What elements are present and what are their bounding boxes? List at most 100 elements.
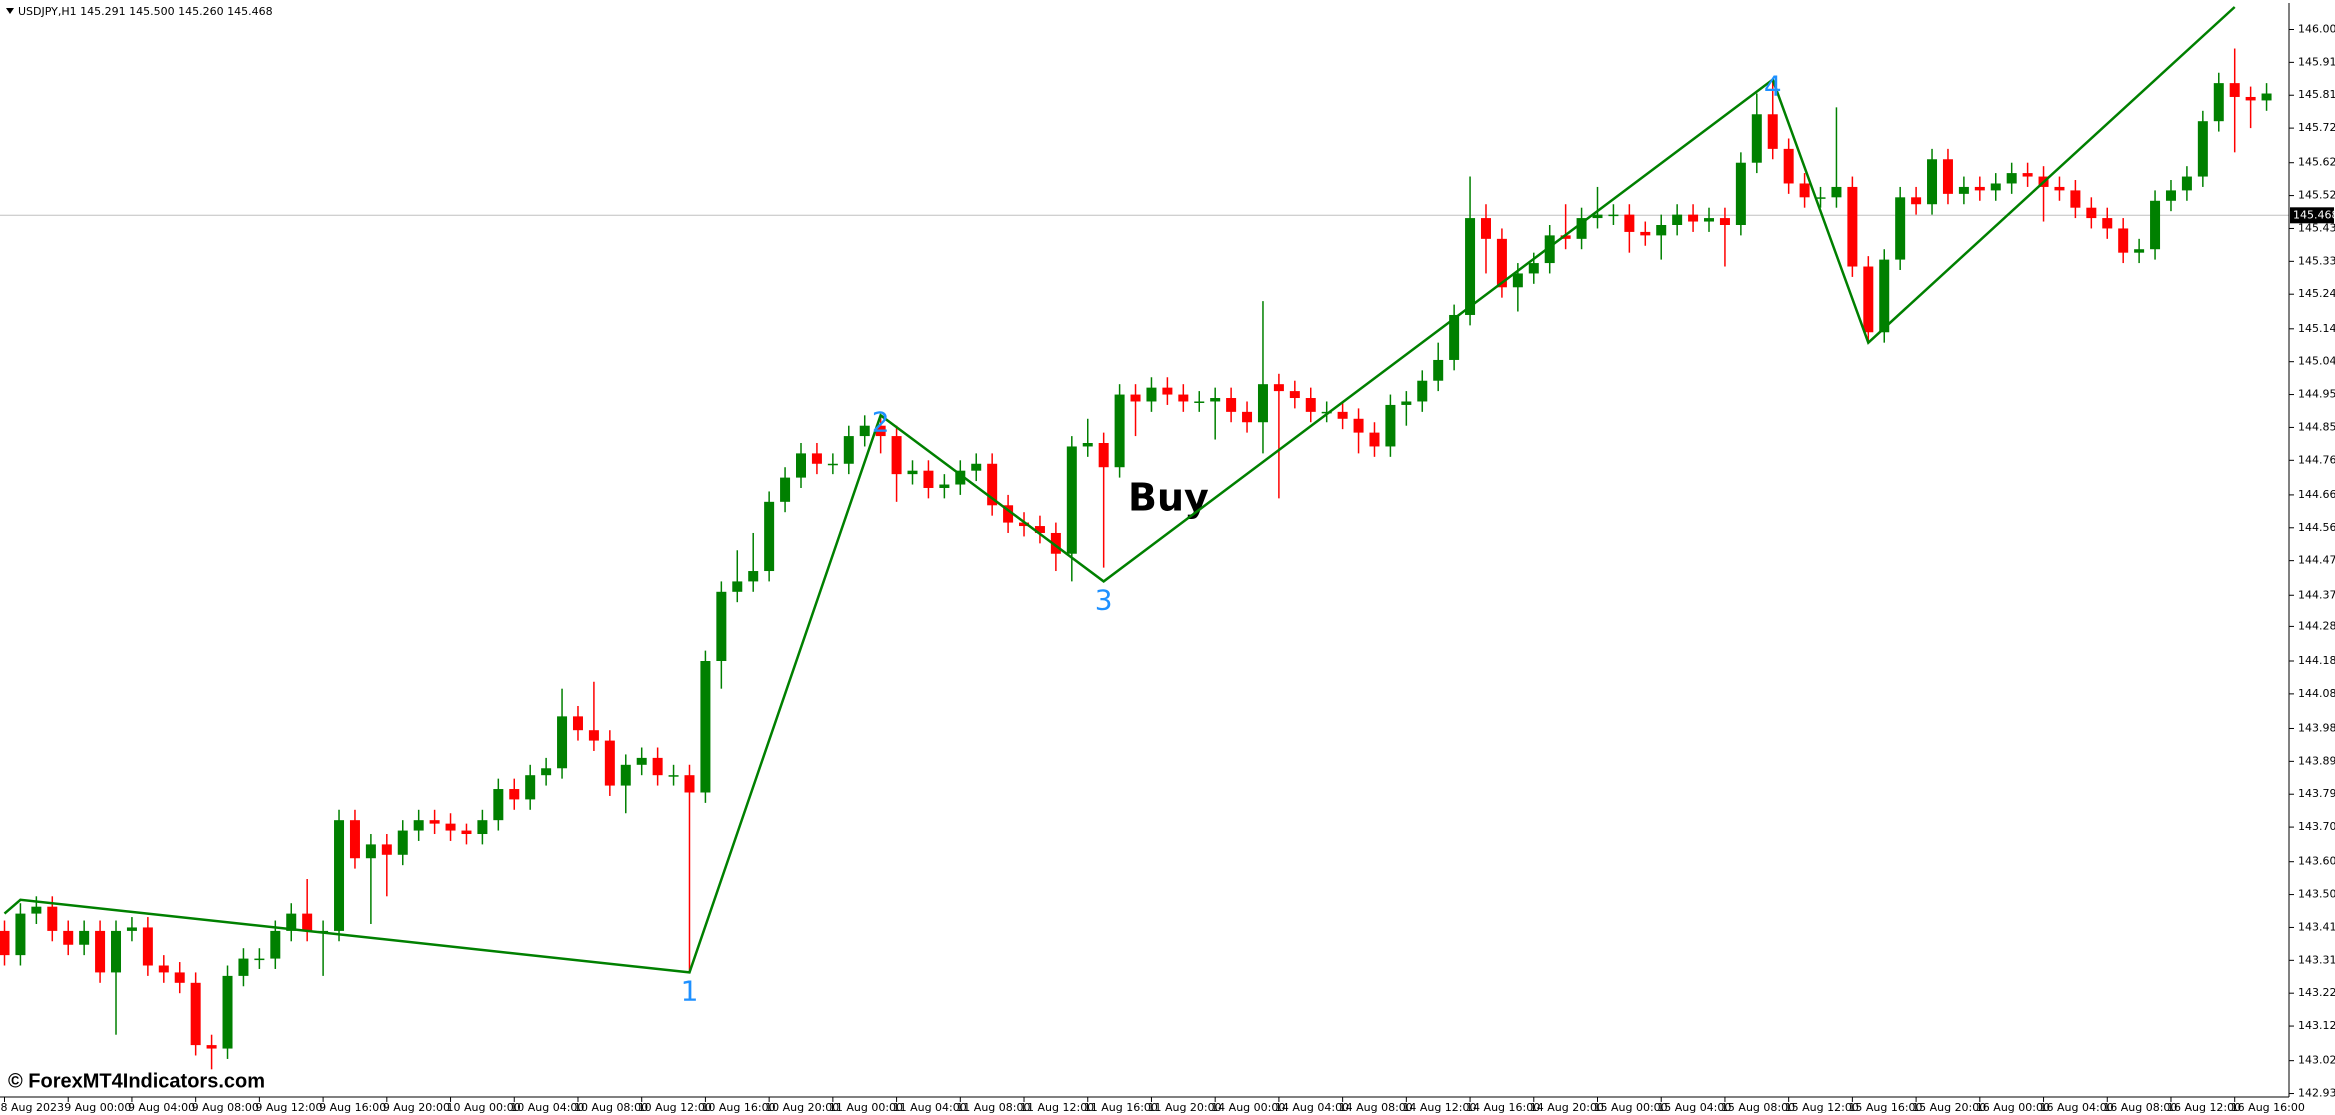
x-tick-label: 11 Aug 08:00	[956, 1101, 1030, 1114]
y-tick-label: 145.240	[2298, 287, 2335, 300]
y-tick-label: 145.525	[2298, 189, 2335, 202]
y-tick-label: 145.140	[2298, 322, 2335, 335]
x-tick-label: 15 Aug 00:00	[1594, 1101, 1668, 1114]
candle-body	[1704, 218, 1715, 222]
candle-body	[1433, 359, 1444, 381]
candle-body	[158, 965, 169, 973]
x-tick-label: 14 Aug 04:00	[1275, 1101, 1349, 1114]
candle-body	[859, 425, 870, 437]
candle-body	[334, 820, 345, 931]
x-tick-label: 11 Aug 16:00	[1084, 1101, 1158, 1114]
y-tick-label: 143.220	[2298, 986, 2335, 999]
x-tick-label: 9 Aug 16:00	[319, 1101, 386, 1114]
candle-body	[206, 1045, 217, 1049]
candle-body	[1544, 235, 1555, 264]
candle-body	[1958, 186, 1969, 194]
y-tick-label: 143.025	[2298, 1054, 2335, 1067]
candle-body	[270, 930, 281, 959]
candle-body	[1831, 186, 1842, 198]
candle-body	[63, 930, 74, 945]
x-tick-label: 16 Aug 16:00	[2231, 1101, 2305, 1114]
candle-body	[1114, 394, 1125, 468]
candle-body	[1210, 398, 1221, 402]
x-tick-label: 14 Aug 12:00	[1402, 1101, 1476, 1114]
candle-body	[636, 757, 647, 765]
candle-body	[2165, 190, 2176, 201]
chart-header: USDJPY,H1 145.291 145.500 145.260 145.46…	[18, 5, 273, 18]
pivot-label: 3	[1095, 583, 1113, 616]
candle-body	[811, 453, 822, 464]
candle-body	[1385, 404, 1396, 447]
candle-body	[2102, 218, 2113, 229]
menu-arrow	[6, 8, 14, 14]
candle-body	[700, 661, 711, 793]
candle-body	[1974, 186, 1985, 191]
y-tick-label: 145.620	[2298, 156, 2335, 169]
candle-body	[1401, 401, 1412, 405]
candle-body	[493, 789, 504, 821]
candle-body	[1799, 183, 1810, 198]
x-tick-label: 15 Aug 20:00	[1912, 1101, 1986, 1114]
x-tick-label: 15 Aug 12:00	[1785, 1101, 1859, 1114]
candle-body	[1066, 446, 1077, 554]
candle-body	[0, 930, 10, 956]
candle-body	[572, 716, 583, 731]
y-tick-label: 145.720	[2298, 121, 2335, 134]
candle-body	[1560, 235, 1571, 239]
candle-body	[1369, 432, 1380, 447]
candle-body	[1879, 259, 1890, 333]
candle-body	[126, 927, 137, 931]
candle-body	[254, 958, 265, 961]
y-tick-label: 143.125	[2298, 1019, 2335, 1032]
candle-body	[238, 958, 249, 976]
candle-body	[987, 463, 998, 506]
candle-body	[1927, 159, 1938, 205]
candle-body	[2261, 93, 2272, 101]
y-tick-label: 145.335	[2298, 254, 2335, 267]
candle-body	[1353, 418, 1364, 433]
candle-body	[1417, 380, 1428, 402]
candle-body	[971, 463, 982, 471]
candle-body	[1512, 273, 1523, 288]
y-tick-label: 144.370	[2298, 588, 2335, 601]
candle-body	[891, 436, 902, 475]
candle-body	[748, 571, 759, 582]
candle-body	[1751, 114, 1762, 163]
candle-body	[764, 501, 775, 572]
x-tick-label: 11 Aug 00:00	[829, 1101, 903, 1114]
y-tick-label: 143.700	[2298, 820, 2335, 833]
candle-body	[142, 927, 153, 966]
candle-body	[2181, 176, 2192, 191]
candle-body	[477, 820, 488, 835]
x-tick-label: 9 Aug 08:00	[192, 1101, 259, 1114]
candle-body	[397, 830, 408, 855]
candle-body	[525, 775, 536, 800]
candle-body	[2054, 186, 2065, 191]
candle-body	[1576, 218, 1587, 239]
pivot-label: 4	[1764, 70, 1782, 103]
candle-body	[2022, 173, 2033, 177]
candle-body	[1767, 114, 1778, 149]
candle-body	[429, 820, 440, 824]
candle-body	[174, 972, 185, 983]
y-tick-label: 143.315	[2298, 953, 2335, 966]
candle-body	[2245, 96, 2256, 101]
y-tick-label: 144.660	[2298, 488, 2335, 501]
y-tick-label: 145.430	[2298, 221, 2335, 234]
x-tick-label: 16 Aug 00:00	[1976, 1101, 2050, 1114]
candle-body	[827, 463, 838, 466]
candle-body	[1465, 218, 1476, 315]
candle-body	[2229, 83, 2240, 97]
watermark: © ForexMT4Indicators.com	[8, 1070, 265, 1092]
candle-body	[1003, 505, 1014, 523]
candle-body	[2070, 190, 2081, 208]
candle-body	[1019, 522, 1030, 527]
x-tick-label: 10 Aug 20:00	[765, 1101, 839, 1114]
candle-body	[1863, 266, 1874, 333]
y-tick-label: 143.505	[2298, 888, 2335, 901]
x-tick-label: 10 Aug 00:00	[447, 1101, 521, 1114]
candle-body	[381, 844, 392, 855]
y-tick-label: 144.950	[2298, 388, 2335, 401]
candle-body	[1305, 398, 1316, 412]
